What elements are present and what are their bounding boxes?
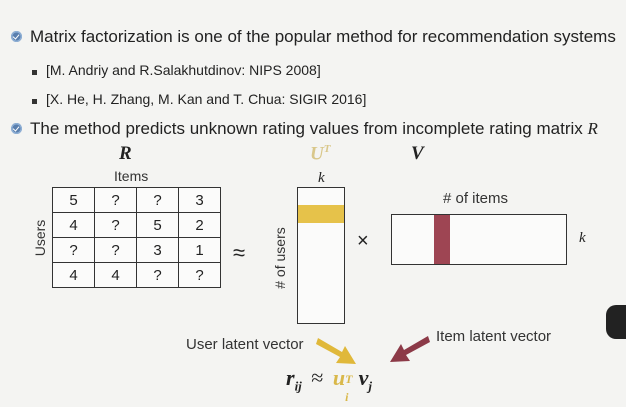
matrix-cell: 4 <box>52 262 95 288</box>
matrix-cell: 3 <box>178 187 221 213</box>
reference-2: [X. He, H. Zhang, M. Kan and T. Chua: SI… <box>46 91 367 107</box>
matrix-cell: 2 <box>178 212 221 238</box>
matrix-cell: ? <box>136 187 179 213</box>
matrix-cell: ? <box>136 262 179 288</box>
rating-matrix: 5?? 3 4? 5 2?? 3 1 4 4?? <box>52 187 221 288</box>
user-latent-vector-label: User latent vector <box>186 336 304 353</box>
matrix-cell: 5 <box>136 212 179 238</box>
bullet-2-text: The method predicts unknown rating value… <box>30 119 598 139</box>
matrix-cell: ? <box>52 237 95 263</box>
matrix-row: 4? 5 2 <box>52 212 221 238</box>
times-symbol: × <box>357 230 369 252</box>
formula-r: r <box>286 365 295 390</box>
matrix-cell: 1 <box>178 237 221 263</box>
matrix-cell: ? <box>94 237 137 263</box>
items-label: Items <box>114 168 149 184</box>
matrix-cell: 4 <box>52 212 95 238</box>
reference-1: [M. Andriy and R.Salakhutdinov: NIPS 200… <box>46 62 321 78</box>
square-bullet-icon <box>32 70 37 75</box>
item-arrow-icon <box>390 336 430 362</box>
users-label: Users <box>32 219 48 257</box>
matrix-row: 4 4?? <box>52 262 221 288</box>
user-matrix <box>297 187 345 324</box>
matrix-cell: ? <box>94 212 137 238</box>
matrix-cell: 3 <box>136 237 179 263</box>
matrix-row: 5?? 3 <box>52 187 221 213</box>
square-bullet-icon <box>32 99 37 104</box>
k-label-right: k <box>579 230 586 246</box>
matrix-R-label: R <box>119 143 132 164</box>
matrix-V-label: V <box>411 143 424 164</box>
check-bullet-icon <box>11 31 22 42</box>
matrix-U-label: UT <box>310 143 331 165</box>
check-bullet-icon <box>11 123 22 134</box>
approx-symbol: ≈ <box>233 240 246 265</box>
matrix-symbol: R <box>587 119 598 138</box>
user-latent-row <box>298 205 344 223</box>
matrix-cell: ? <box>94 187 137 213</box>
bullet-2-main: The method predicts unknown rating value… <box>30 119 588 138</box>
matrix-cell: ? <box>178 262 221 288</box>
matrix-cell: 4 <box>94 262 137 288</box>
edge-object <box>606 305 626 339</box>
k-label-top: k <box>318 170 325 186</box>
num-items-label: # of items <box>443 190 509 207</box>
item-latent-vector-label: Item latent vector <box>436 328 552 345</box>
item-latent-column <box>434 215 450 264</box>
matrix-cell: 5 <box>52 187 95 213</box>
bullet-1-text: Matrix factorization is one of the popul… <box>30 27 616 46</box>
matrix-row: ?? 3 1 <box>52 237 221 263</box>
num-users-label: # of users <box>272 227 288 289</box>
user-arrow-icon <box>316 338 356 364</box>
item-matrix <box>391 214 567 265</box>
